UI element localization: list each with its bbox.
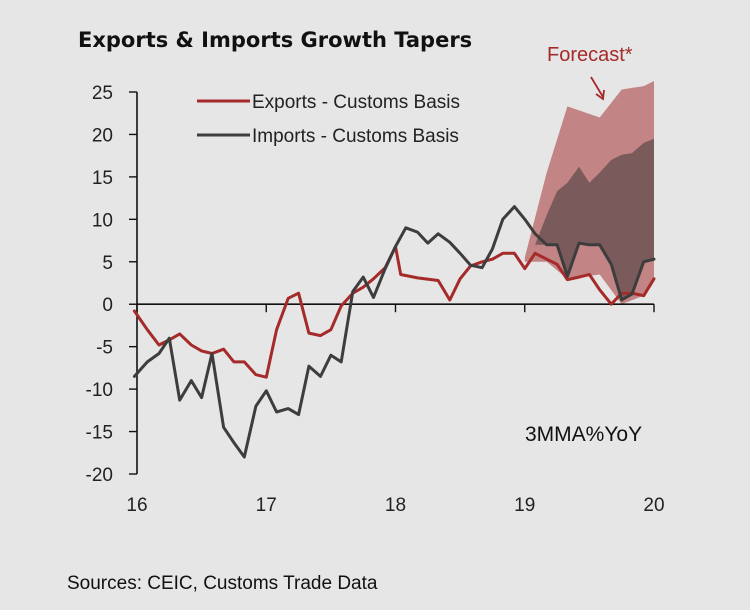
series-line-imports xyxy=(132,205,656,459)
legend-label: Imports - Customs Basis xyxy=(252,126,459,147)
x-tick-label: 20 xyxy=(643,495,664,516)
y-tick-label: 20 xyxy=(92,125,113,146)
y-tick-label: -15 xyxy=(86,423,113,444)
y-tick-label: 0 xyxy=(102,295,113,316)
y-tick-label: 5 xyxy=(102,253,113,274)
y-tick-label: 15 xyxy=(92,168,113,189)
y-tick-label: 25 xyxy=(92,83,113,104)
forecast-arrow xyxy=(590,76,605,101)
units-label: 3MMA%YoY xyxy=(525,423,642,446)
y-tick-label: 10 xyxy=(92,210,113,231)
legend-label: Exports - Customs Basis xyxy=(252,92,460,113)
y-tick-label: -5 xyxy=(96,338,113,359)
legend: Exports - Customs Basis Imports - Customs… xyxy=(197,92,460,147)
forecast-annotation: Forecast* xyxy=(547,44,633,66)
y-tick-label: -20 xyxy=(86,465,113,486)
x-tick-label: 16 xyxy=(126,495,147,516)
series-lines xyxy=(132,205,656,459)
source-note: Sources: CEIC, Customs Trade Data xyxy=(67,573,378,594)
axes: 25 20 15 10 5 0 -5 -10 -15 -20 16 17 18 19 20 xyxy=(86,83,665,516)
x-tick-label: 17 xyxy=(256,495,277,516)
forecast-band-imports xyxy=(535,138,654,300)
chart-title: Exports & Imports Growth Tapers xyxy=(78,28,472,52)
y-tick-label: -10 xyxy=(86,380,113,401)
x-tick-label: 18 xyxy=(385,495,406,516)
x-tick-label: 19 xyxy=(514,495,535,516)
